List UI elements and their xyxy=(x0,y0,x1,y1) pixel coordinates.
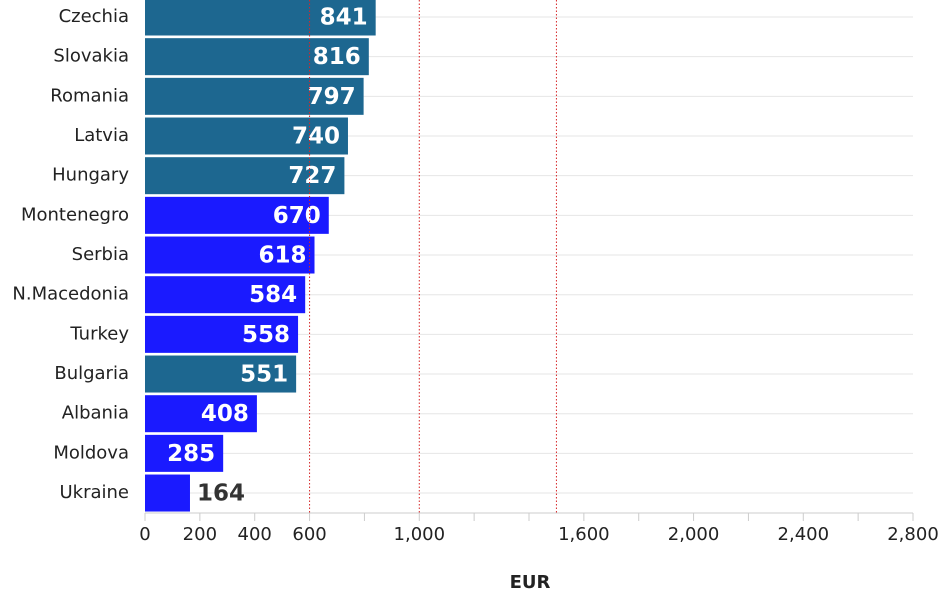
category-label: Latvia xyxy=(74,125,129,146)
category-label: Moldova xyxy=(53,442,129,463)
bar xyxy=(145,157,345,195)
value-label: 740 xyxy=(292,124,340,150)
category-label: Slovakia xyxy=(53,46,129,67)
x-axis-label: EUR xyxy=(510,572,551,593)
value-label: 285 xyxy=(167,441,215,467)
value-label: 797 xyxy=(308,84,356,110)
x-tick-label: 1,600 xyxy=(558,524,610,545)
x-tick-label: 2,800 xyxy=(887,524,939,545)
category-label: Czechia xyxy=(59,6,129,27)
value-label: 584 xyxy=(249,282,297,308)
bar xyxy=(145,117,348,155)
value-label: 408 xyxy=(201,401,249,427)
bar xyxy=(145,276,306,314)
category-label: Turkey xyxy=(69,323,129,344)
x-tick-label: 400 xyxy=(238,524,272,545)
category-label: Ukraine xyxy=(59,482,129,503)
value-label: 670 xyxy=(273,203,321,229)
value-label: 618 xyxy=(258,243,306,269)
bar xyxy=(145,38,369,76)
x-tick-label: 200 xyxy=(183,524,217,545)
category-label: Bulgaria xyxy=(54,363,129,384)
category-label: Hungary xyxy=(52,165,129,186)
bar xyxy=(145,0,376,36)
x-tick-label: 600 xyxy=(292,524,326,545)
value-label: 551 xyxy=(240,362,288,388)
bar xyxy=(145,395,257,433)
category-label: Serbia xyxy=(72,244,129,265)
category-label: Montenegro xyxy=(21,204,129,225)
x-tick-label: 1,000 xyxy=(394,524,446,545)
value-label: 558 xyxy=(242,322,290,348)
value-label: 841 xyxy=(320,5,368,31)
x-tick-label: 2,000 xyxy=(668,524,720,545)
bar xyxy=(145,315,299,353)
category-label: N.Macedonia xyxy=(12,284,129,305)
bar xyxy=(145,236,315,274)
bar xyxy=(145,355,297,393)
value-label: 164 xyxy=(197,481,245,507)
bar xyxy=(145,77,364,115)
bar xyxy=(145,434,224,472)
bar xyxy=(145,196,329,234)
category-label: Romania xyxy=(50,85,129,106)
bar xyxy=(145,474,190,512)
x-tick-label: 0 xyxy=(139,524,150,545)
value-label: 727 xyxy=(288,163,336,189)
value-label: 816 xyxy=(313,44,361,70)
x-tick-label: 2,400 xyxy=(778,524,830,545)
category-label: Albania xyxy=(62,403,129,424)
